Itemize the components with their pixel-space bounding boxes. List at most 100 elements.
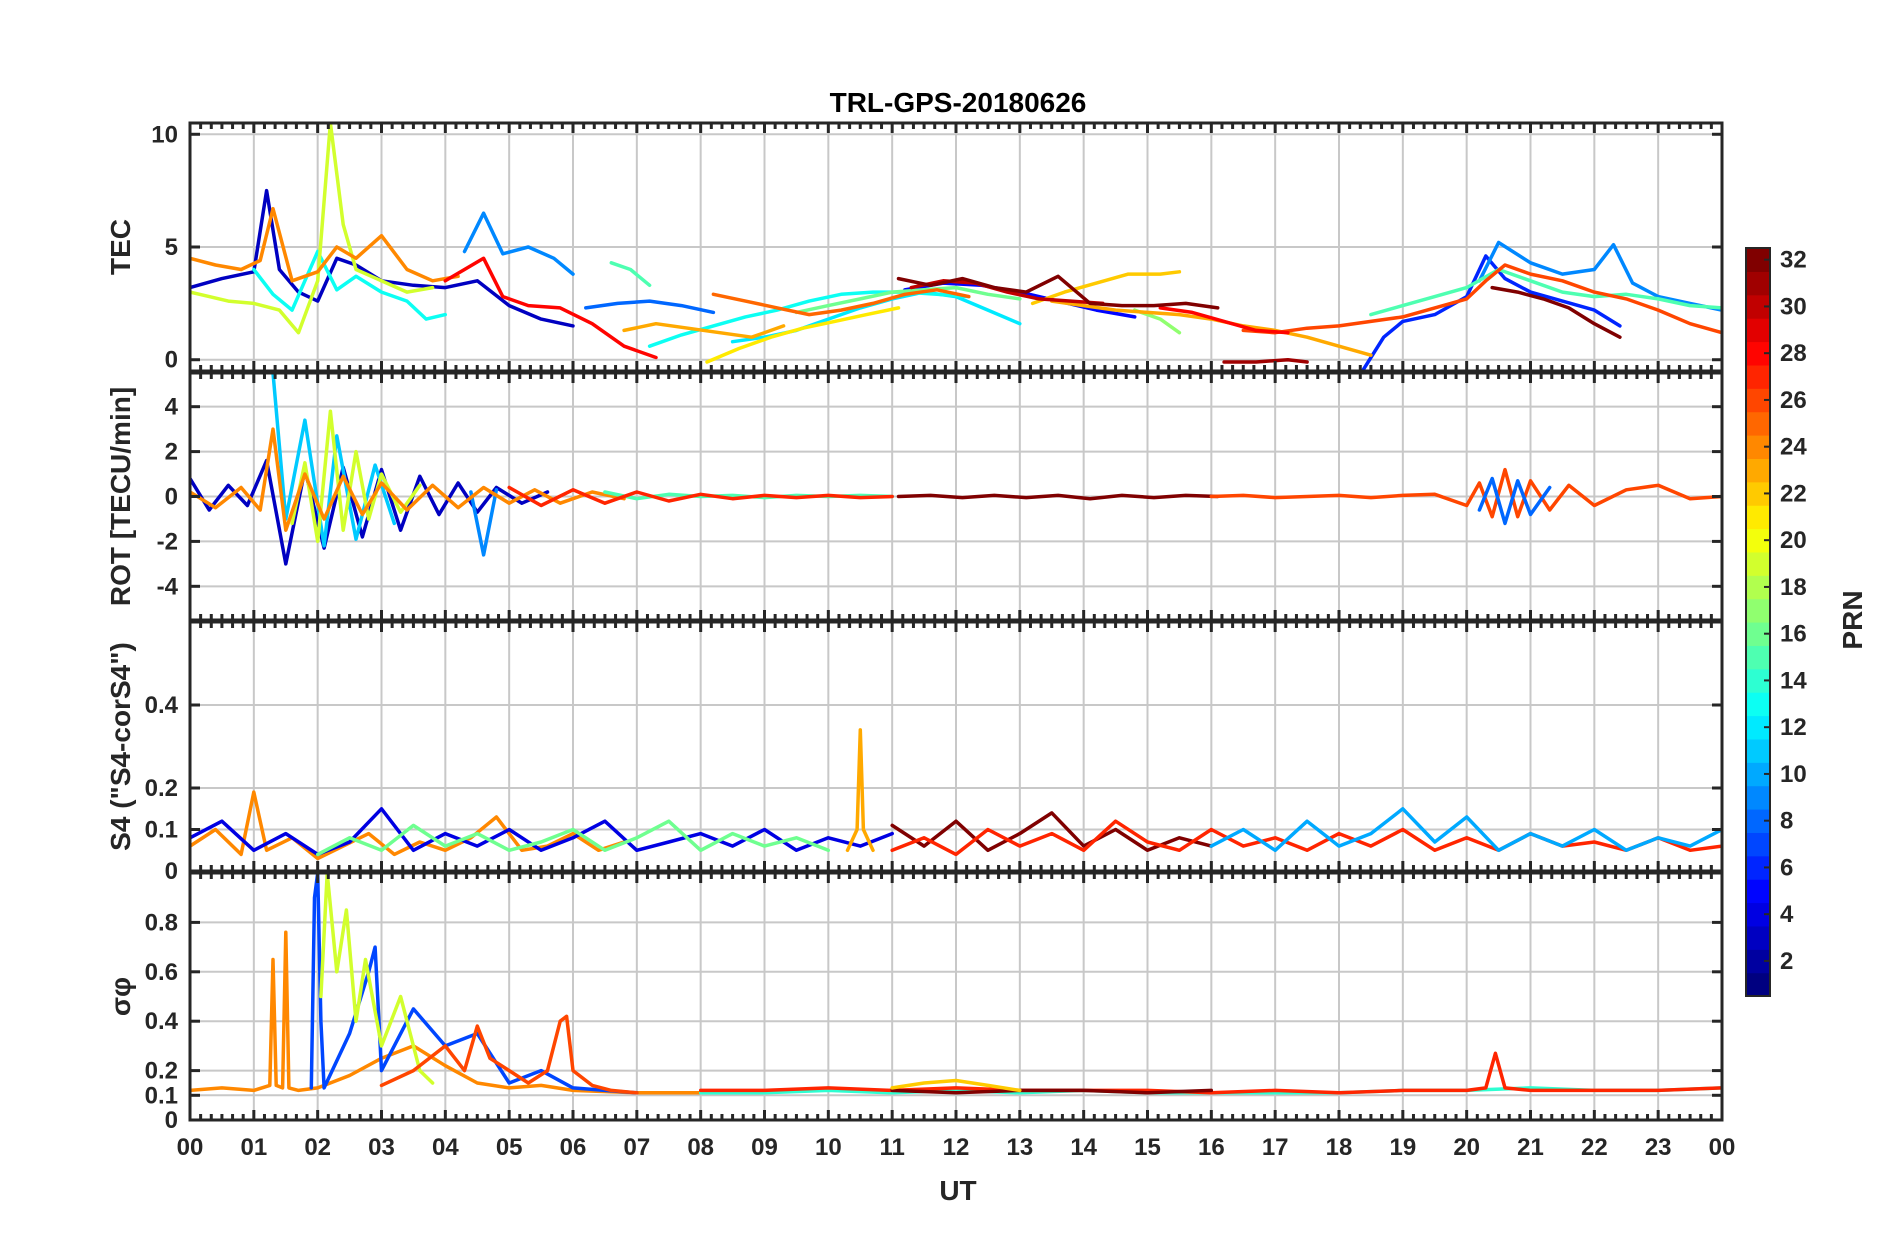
trace-prn-27 xyxy=(890,819,1722,857)
trace-prn-25 xyxy=(711,288,971,317)
y-tick-label: 0 xyxy=(165,858,178,885)
y-tick-label: 0.2 xyxy=(145,775,178,802)
trace-prn-19 xyxy=(190,123,435,335)
trace-prn-23 xyxy=(845,728,875,853)
traces-s4 xyxy=(190,728,1722,861)
trace-prn-24 xyxy=(190,206,460,283)
y-tick-label: 0.2 xyxy=(145,1058,178,1085)
y-tick-label: 5 xyxy=(165,234,178,261)
colorbar-segment xyxy=(1746,505,1770,530)
colorbar-segment xyxy=(1746,481,1770,506)
trace-prn-16 xyxy=(315,819,831,857)
colorbar-tick-label: 26 xyxy=(1780,387,1807,414)
traces-sigma xyxy=(190,873,1722,1095)
colorbar-segment xyxy=(1746,598,1770,623)
colorbar-tick-label: 28 xyxy=(1780,340,1807,367)
y-tick-label: 0 xyxy=(165,347,178,374)
colorbar-tick-label: 18 xyxy=(1780,574,1807,601)
x-axis-label: UT xyxy=(939,1175,976,1206)
trace-prn-27 xyxy=(507,485,894,508)
trace-prn-19 xyxy=(290,409,422,544)
y-tick-label: -4 xyxy=(157,573,179,600)
trace-prn-32 xyxy=(1490,285,1622,339)
x-tick-label: 18 xyxy=(1326,1134,1353,1161)
x-tick-label: 20 xyxy=(1453,1134,1480,1161)
y-tick-label: 2 xyxy=(165,439,178,466)
y-tick-label: 10 xyxy=(151,121,178,148)
x-tick-label: 06 xyxy=(560,1134,587,1161)
y-tick-label: 0.1 xyxy=(145,817,178,844)
trace-prn-23 xyxy=(622,321,786,339)
trace-prn-7 xyxy=(309,873,639,1095)
traces-rot xyxy=(190,373,1722,566)
panel-s4: 0 0.1 0.2 0.4 S4 ("S4-corS4") xyxy=(105,620,1724,885)
trace-prn-32 xyxy=(896,493,1220,501)
colorbar-segment xyxy=(1746,668,1770,693)
trace-prn-26 xyxy=(379,1014,639,1095)
traces-tec xyxy=(190,123,1722,371)
x-tick-label: 11 xyxy=(879,1134,904,1161)
x-tick-label: 19 xyxy=(1389,1134,1416,1161)
y-tick-label: 0.1 xyxy=(145,1082,178,1109)
y-tick-label: 4 xyxy=(165,394,179,421)
trace-prn-21 xyxy=(705,306,901,364)
colorbar-segment xyxy=(1746,809,1770,833)
y-axis-label-s4: S4 ("S4-corS4") xyxy=(105,642,136,851)
trace-prn-32 xyxy=(890,1088,1214,1095)
trace-prn-6 xyxy=(1360,254,1622,371)
trace-prn-31 xyxy=(1222,357,1309,364)
trace-prn-4 xyxy=(190,807,894,857)
colorbar-tick-label: 6 xyxy=(1780,854,1793,881)
trace-prn-28 xyxy=(1158,306,1290,335)
x-tick-label: 09 xyxy=(751,1134,778,1161)
trace-prn-30 xyxy=(909,279,1105,306)
y-tick-label: -2 xyxy=(157,528,178,555)
trace-prn-22 xyxy=(890,1078,1022,1093)
colorbar-segment xyxy=(1746,972,1770,997)
colorbar-segment xyxy=(1746,271,1770,296)
x-tick-label: 08 xyxy=(687,1134,714,1161)
colorbar-segment xyxy=(1746,692,1770,717)
trace-prn-13 xyxy=(647,290,971,348)
x-tick-label: 01 xyxy=(240,1134,267,1161)
trace-prn-28 xyxy=(443,256,658,360)
colorbar-segment xyxy=(1746,364,1770,389)
x-tick-label: 13 xyxy=(1006,1134,1033,1161)
colorbar-segment xyxy=(1746,551,1770,576)
y-tick-label: 0.4 xyxy=(145,1008,179,1035)
x-tick-label: 12 xyxy=(943,1134,970,1161)
x-tick-label: 00 xyxy=(1709,1134,1736,1161)
colorbar-segment xyxy=(1746,248,1770,272)
colorbar-segment xyxy=(1746,622,1770,646)
colorbar-tick-label: 16 xyxy=(1780,621,1807,648)
colorbar-segment xyxy=(1746,458,1770,483)
chart-title: TRL-GPS-20180626 xyxy=(830,87,1087,118)
colorbar-tick-label: 32 xyxy=(1780,247,1807,274)
trace-prn-9 xyxy=(1477,240,1722,312)
colorbar-segment xyxy=(1746,318,1770,343)
trace-prn-8 xyxy=(584,299,716,315)
trace-prn-13 xyxy=(252,249,448,321)
y-tick-label: 0.8 xyxy=(145,909,178,936)
y-tick-label: 0 xyxy=(165,1107,178,1134)
y-axis-label-rot: ROT [TECU/min] xyxy=(105,387,136,606)
colorbar-tick-label: 30 xyxy=(1780,293,1807,320)
trace-prn-9 xyxy=(469,488,499,557)
colorbar-segment xyxy=(1746,645,1770,670)
colorbar-segment xyxy=(1746,949,1770,974)
colorbar-segment xyxy=(1746,528,1770,553)
colorbar-segment xyxy=(1746,832,1770,857)
x-tick-label: 04 xyxy=(432,1134,459,1161)
colorbar-tick-label: 4 xyxy=(1780,901,1794,928)
colorbar-segment xyxy=(1746,925,1770,950)
x-tick-label: 14 xyxy=(1070,1134,1097,1161)
trace-prn-3 xyxy=(190,188,575,328)
colorbar-tick-label: 10 xyxy=(1780,761,1807,788)
trace-prn-19 xyxy=(319,873,435,1085)
colorbar-tick-label: 12 xyxy=(1780,714,1807,741)
trace-prn-8 xyxy=(1477,476,1552,526)
colorbar-segment xyxy=(1746,855,1770,880)
colorbar-segment xyxy=(1746,411,1770,436)
